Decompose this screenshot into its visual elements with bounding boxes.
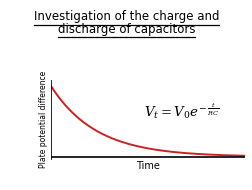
Y-axis label: Plate potential difference: Plate potential difference	[39, 71, 48, 168]
Text: Investigation of the charge and: Investigation of the charge and	[34, 10, 218, 23]
Text: discharge of capacitors: discharge of capacitors	[57, 23, 195, 36]
X-axis label: Time: Time	[136, 161, 159, 171]
Text: $V_t = V_0 e^{-\,\frac{t}{RC}}$: $V_t = V_0 e^{-\,\frac{t}{RC}}$	[143, 102, 218, 121]
